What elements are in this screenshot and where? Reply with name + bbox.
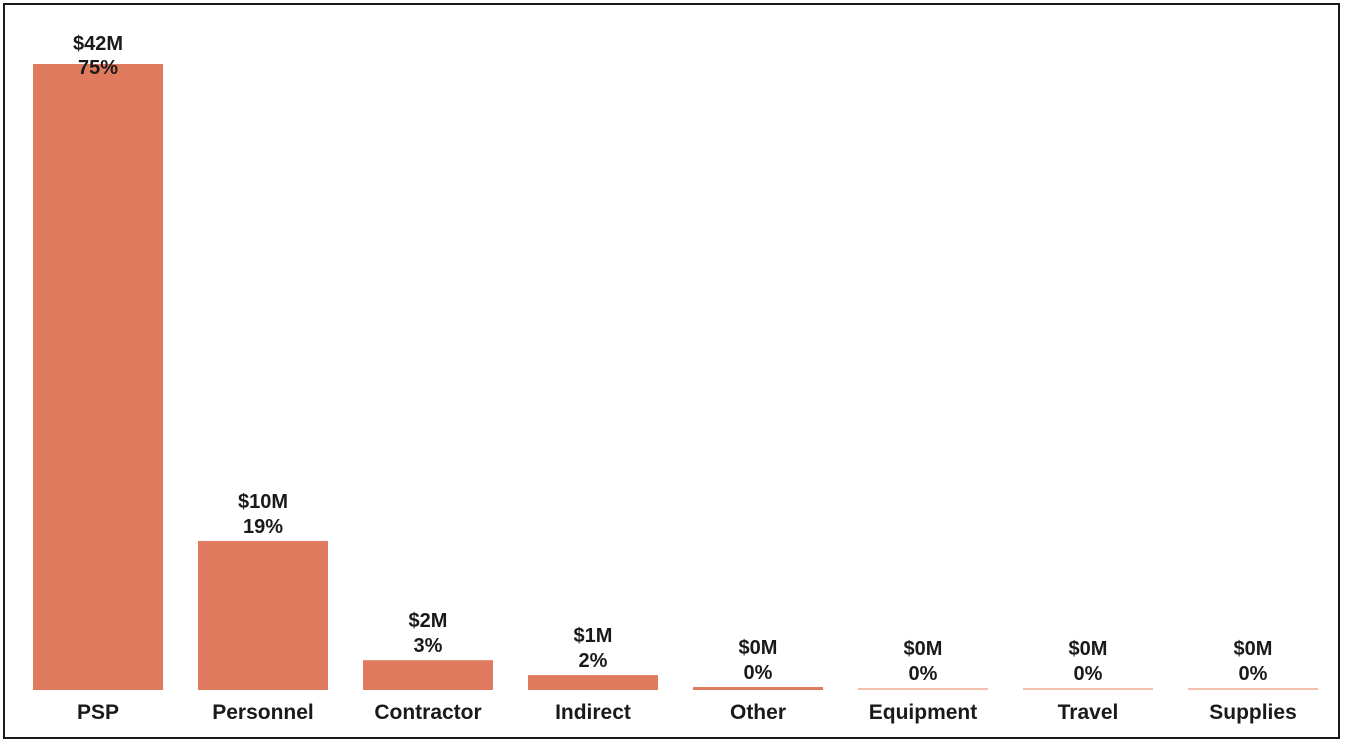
percent-label-psp: 75% — [78, 57, 118, 79]
percent-label-other: 0% — [744, 662, 773, 684]
value-label-equipment: $0M — [904, 638, 943, 660]
percent-label-personnel: 19% — [243, 516, 283, 538]
category-label-contractor: Contractor — [374, 701, 481, 724]
bar-supplies — [1188, 688, 1318, 690]
value-label-other: $0M — [739, 637, 778, 659]
category-label-travel: Travel — [1058, 701, 1119, 724]
value-label-indirect: $1M — [574, 625, 613, 647]
percent-label-contractor: 3% — [414, 635, 443, 657]
category-label-personnel: Personnel — [212, 701, 314, 724]
category-label-psp: PSP — [77, 701, 119, 724]
bar-personnel — [198, 540, 328, 690]
percent-label-equipment: 0% — [909, 663, 938, 685]
value-label-psp: $42M — [73, 33, 123, 55]
value-label-supplies: $0M — [1234, 638, 1273, 660]
bar-travel — [1023, 688, 1153, 690]
value-label-travel: $0M — [1069, 638, 1108, 660]
bar-other — [693, 687, 823, 690]
value-label-personnel: $10M — [238, 491, 288, 513]
percent-label-indirect: 2% — [579, 650, 608, 672]
percent-label-supplies: 0% — [1239, 663, 1268, 685]
category-label-supplies: Supplies — [1209, 701, 1297, 724]
value-label-contractor: $2M — [409, 610, 448, 632]
bar-contractor — [363, 660, 493, 690]
bar-psp — [33, 64, 163, 690]
category-label-indirect: Indirect — [555, 701, 631, 724]
category-label-other: Other — [730, 701, 786, 724]
percent-label-travel: 0% — [1074, 663, 1103, 685]
bar-equipment — [858, 688, 988, 690]
category-label-equipment: Equipment — [869, 701, 978, 724]
bar-indirect — [528, 675, 658, 690]
